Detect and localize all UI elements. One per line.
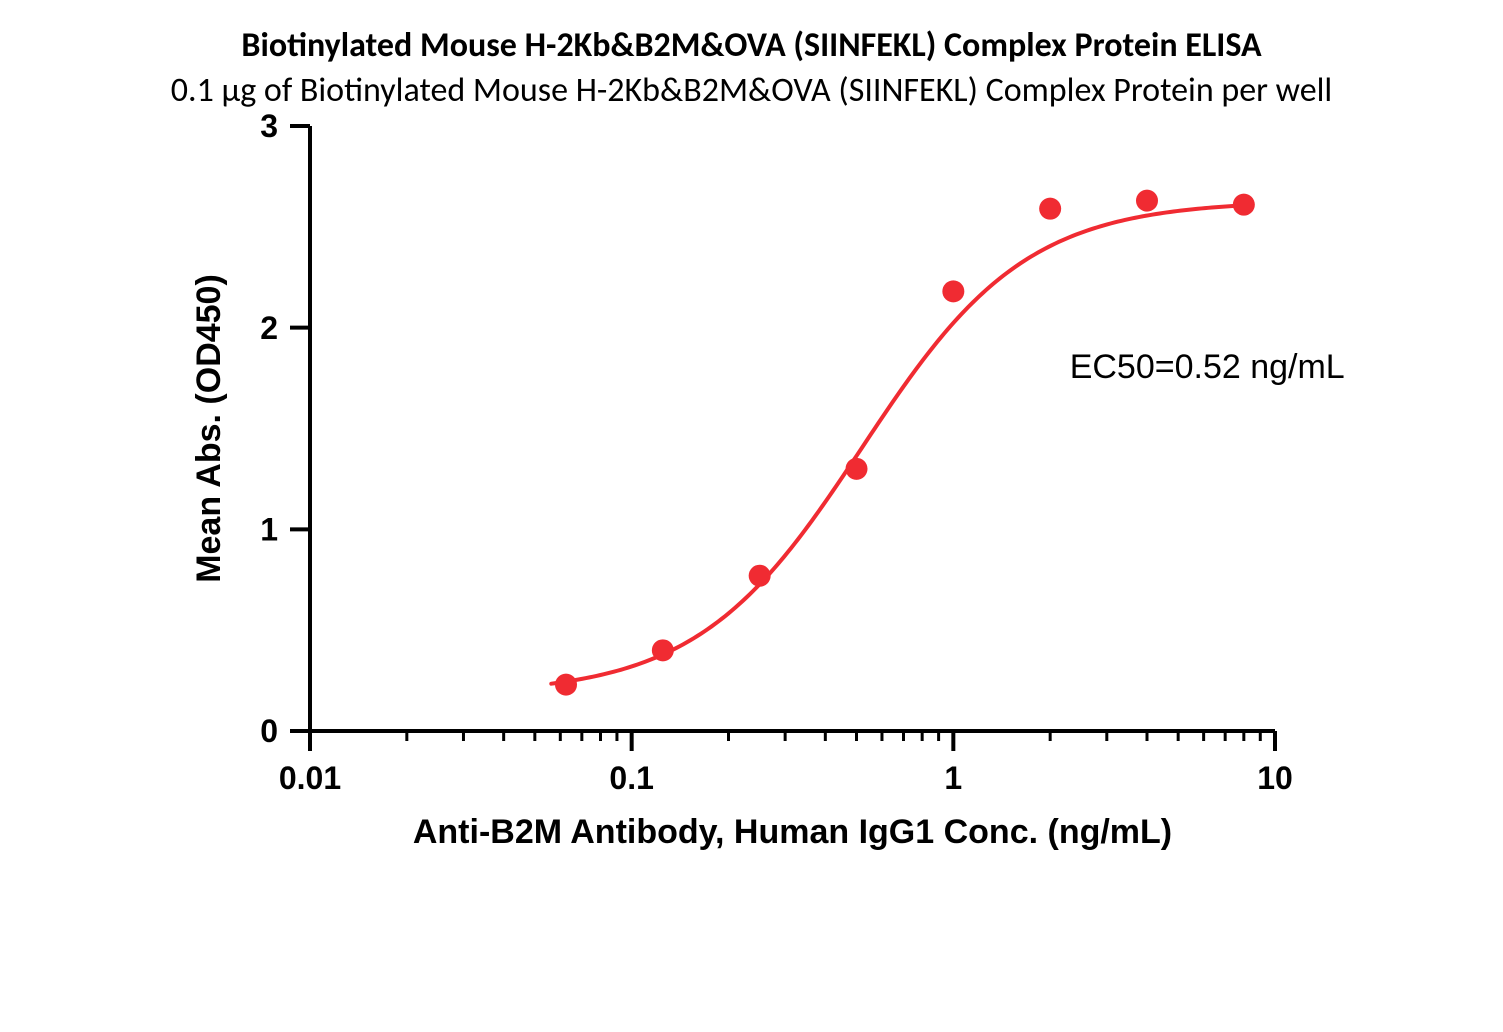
- y-axis-label: Mean Abs. (OD450): [190, 274, 228, 583]
- data-point: [652, 639, 674, 661]
- y-tick-label: 1: [260, 512, 278, 548]
- data-point: [1233, 194, 1255, 216]
- data-point: [1136, 190, 1158, 212]
- data-point: [1039, 198, 1061, 220]
- y-tick-label: 3: [260, 111, 278, 144]
- x-tick-label: 1: [944, 760, 962, 796]
- chart-title-line1: Biotinylated Mouse H-2Kb&B2M&OVA (SIINFE…: [0, 25, 1503, 66]
- data-point: [846, 458, 868, 480]
- x-tick-label: 0.01: [279, 760, 341, 796]
- x-axis-label: Anti-B2M Antibody, Human IgG1 Conc. (ng/…: [413, 813, 1172, 851]
- data-point: [749, 565, 771, 587]
- chart-wrapper: Biotinylated Mouse H-2Kb&B2M&OVA (SIINFE…: [0, 0, 1503, 1032]
- x-tick-label: 10: [1257, 760, 1293, 796]
- y-tick-label: 0: [260, 713, 278, 749]
- y-tick-label: 2: [260, 310, 278, 346]
- elisa-plot: 0 1 2 3 0.01 0.1 1 10 Anti-B2M Antibody, Human I…: [0, 111, 1503, 951]
- ec50-annotation: EC50=0.52 ng/mL: [1070, 348, 1345, 386]
- data-point: [555, 674, 577, 696]
- data-point: [942, 280, 964, 302]
- chart-title-line2: 0.1 μg of Biotinylated Mouse H-2Kb&B2M&O…: [0, 70, 1503, 111]
- fit-curve: [551, 205, 1246, 684]
- chart-title-block: Biotinylated Mouse H-2Kb&B2M&OVA (SIINFE…: [0, 0, 1503, 111]
- x-tick-label: 0.1: [609, 760, 653, 796]
